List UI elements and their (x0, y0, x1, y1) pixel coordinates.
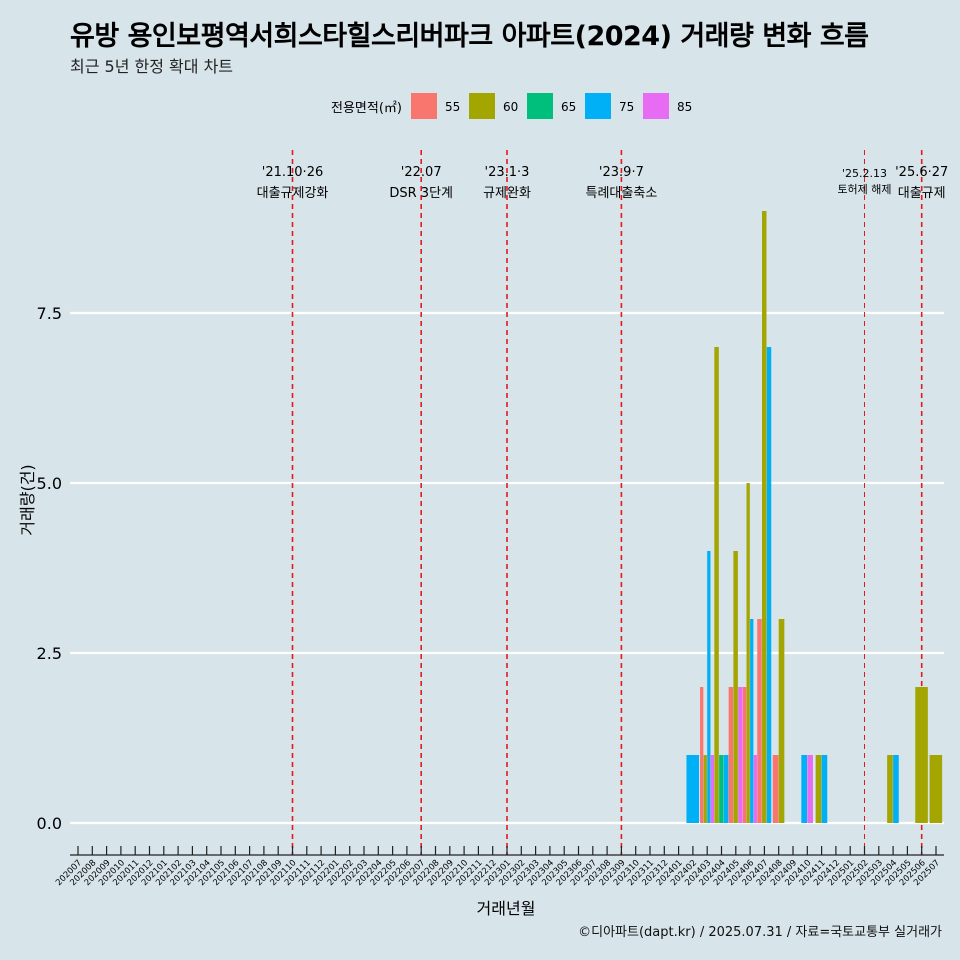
bar-60-202408 (778, 619, 785, 823)
bar-75-202407 (766, 347, 772, 823)
event-date-label: '25.6·27 (895, 165, 948, 180)
event-lines: '21.10·26 대출규제강화 '22.07 DSR 3단계 '23.1·3 규제완화 '… (257, 150, 948, 855)
bar-75-202403 (707, 551, 711, 823)
bar-60-202405 (733, 551, 738, 823)
bar-85-202406 (753, 755, 757, 823)
y-tick-label: 7.5 (37, 304, 62, 323)
event-date-label: '22.07 (401, 165, 442, 180)
bar-55-202405 (728, 687, 734, 823)
bar-75-202410 (801, 755, 807, 823)
y-axis-label: 거래량(건) (18, 464, 37, 535)
bar-60-202403 (703, 755, 707, 823)
event-date-label: '23.1·3 (485, 165, 530, 180)
legend-label-65: 65 (561, 100, 576, 114)
event-name-label: 대출규제 (898, 186, 946, 201)
grid (70, 311, 944, 825)
event-name-label: DSR 3단계 (389, 186, 453, 201)
y-tick-label: 0.0 (37, 814, 62, 833)
bar-75-202404 (723, 755, 729, 823)
event-name-label: 규제완화 (483, 186, 531, 201)
bar-60-202407 (762, 211, 767, 823)
event-date-label: '23.9·7 (599, 165, 644, 180)
bar-85-202405 (738, 687, 743, 823)
bar-75-202406 (750, 619, 754, 823)
event-name-label: 토허제 해제 (837, 182, 891, 196)
legend-swatch-65 (527, 93, 553, 119)
chart-subtitle: 최근 5년 한정 확대 차트 (70, 57, 234, 76)
y-tick-label: 5.0 (37, 474, 62, 493)
bar-60-202504 (887, 755, 893, 823)
event-date-label: '21.10·26 (262, 165, 323, 180)
source-caption: ©디아파트(dapt.kr) / 2025.07.31 / 자료=국토교통부 실… (578, 925, 942, 940)
chart-title: 유방 용인보평역서희스타힐스리버파크 아파트(2024) 거래량 변화 흐름 (70, 21, 869, 52)
event-date-label: '25.2.13 (842, 167, 887, 180)
bar-60-202411 (815, 755, 822, 823)
bar-75-202402 (686, 755, 700, 823)
bar-55-202407 (757, 619, 762, 823)
bar-65-202404 (719, 755, 724, 823)
bar-55-202403 (700, 687, 704, 823)
bar-85-202410 (807, 755, 813, 823)
bar-85-202403 (710, 755, 715, 823)
bar-75-202504 (893, 755, 899, 823)
legend-swatch-60 (469, 93, 495, 119)
bar-60-202404 (714, 347, 719, 823)
legend-title: 전용면적(㎡) (331, 101, 402, 116)
bar-60-202507 (929, 755, 943, 823)
event-name-label: 특례대출축소 (586, 186, 658, 201)
legend-label-60: 60 (503, 100, 518, 114)
legend-label-75: 75 (619, 100, 634, 114)
event-name-label: 대출규제강화 (257, 186, 329, 201)
legend-swatch-75 (585, 93, 611, 119)
bar-55-202406 (742, 687, 747, 823)
bar-60-202506 (915, 687, 928, 823)
legend-swatch-55 (411, 93, 437, 119)
bars (686, 211, 943, 823)
legend-label-55: 55 (445, 100, 460, 114)
legend: 전용면적(㎡) 55 60 65 75 85 (331, 93, 692, 119)
legend-swatch-85 (643, 93, 669, 119)
x-axis-label: 거래년월 (477, 899, 536, 918)
y-tick-label: 2.5 (37, 644, 62, 663)
bar-75-202411 (821, 755, 828, 823)
bar-55-202408 (772, 755, 779, 823)
legend-label-85: 85 (677, 100, 692, 114)
bar-60-202406 (746, 483, 750, 823)
